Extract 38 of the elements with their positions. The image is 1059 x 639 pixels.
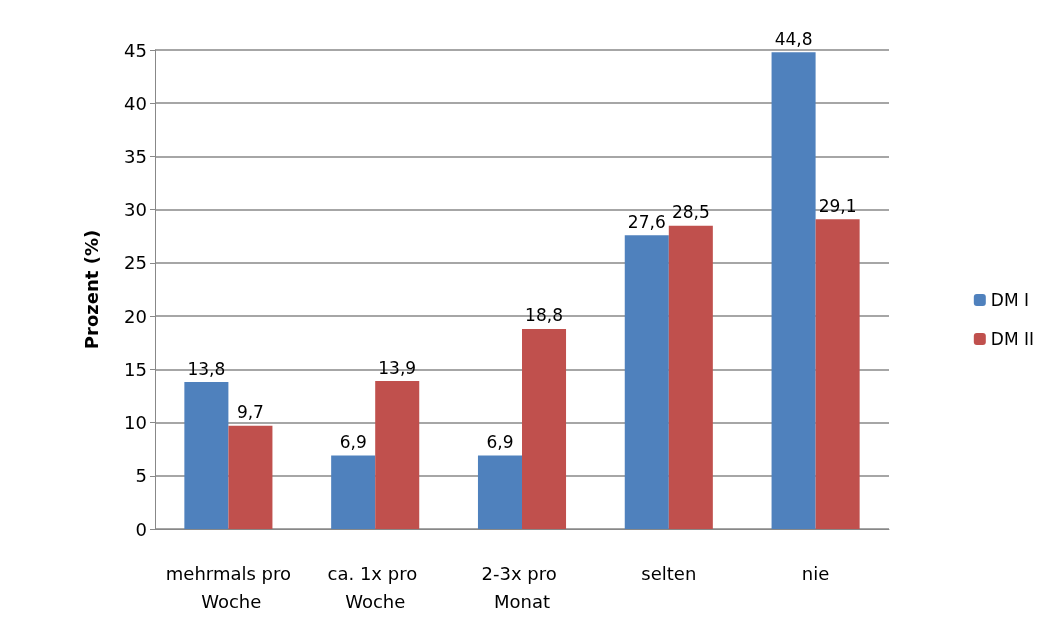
bar xyxy=(184,382,229,529)
legend-label: DM I xyxy=(990,290,1029,310)
data-label: 13,8 xyxy=(187,358,226,379)
x-tick-label: 2-3x pro Monat xyxy=(481,562,563,612)
y-tick-label: 5 xyxy=(135,465,147,487)
data-label: 18,8 xyxy=(525,305,563,326)
y-axis-title: Prozent (%) xyxy=(80,229,102,350)
x-tick-label: nie xyxy=(801,562,830,584)
data-label: 44,8 xyxy=(774,28,813,49)
y-tick-label: 40 xyxy=(124,92,147,114)
x-tick-label: ca. 1x pro Woche xyxy=(327,562,423,612)
y-tick-label: 10 xyxy=(124,412,147,434)
bar xyxy=(771,52,816,529)
bar xyxy=(522,328,567,529)
bar xyxy=(668,225,713,529)
y-tick-label: 20 xyxy=(124,305,147,327)
y-tick-label: 35 xyxy=(124,145,147,167)
data-label: 29,1 xyxy=(818,195,857,216)
data-label: 13,9 xyxy=(378,357,417,378)
bar xyxy=(375,381,420,529)
y-tick-label: 30 xyxy=(124,199,147,221)
y-tick-label: 0 xyxy=(135,518,147,540)
bar xyxy=(331,455,376,529)
bar xyxy=(624,235,669,529)
bar xyxy=(815,219,860,529)
x-tick-label: selten xyxy=(641,562,697,584)
x-tick-label: mehrmals pro Woche xyxy=(165,562,292,612)
bar xyxy=(477,455,522,529)
y-tick-label: 45 xyxy=(124,39,147,61)
y-tick-label: 15 xyxy=(124,358,147,380)
data-label: 27,6 xyxy=(627,211,666,232)
data-label: 9,7 xyxy=(236,402,264,423)
bar xyxy=(228,425,273,529)
data-label: 6,9 xyxy=(486,432,514,453)
y-tick-label: 25 xyxy=(124,252,147,274)
legend-label: DM II xyxy=(990,329,1035,349)
data-label: 28,5 xyxy=(671,202,710,223)
data-label: 6,9 xyxy=(339,432,367,453)
